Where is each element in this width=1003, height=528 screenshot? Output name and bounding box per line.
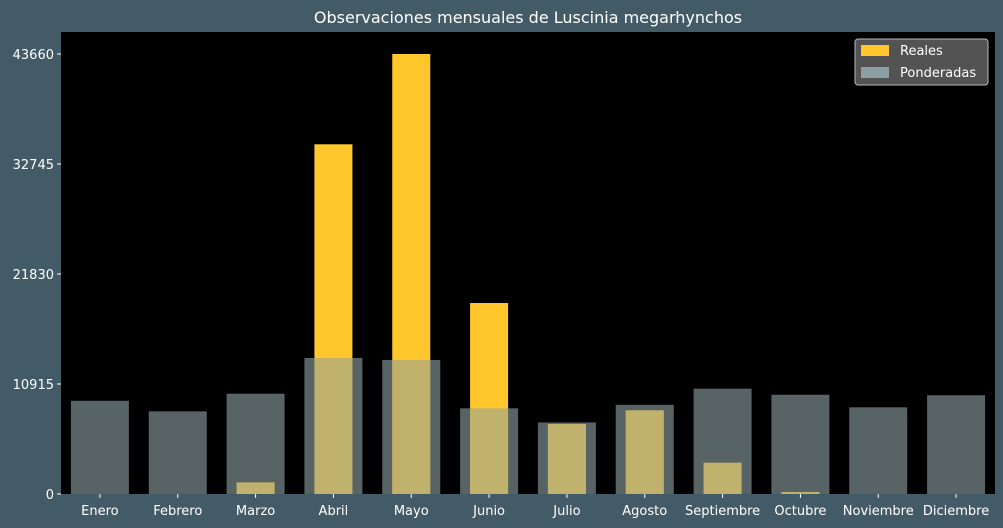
bar-overlap (236, 482, 275, 494)
bar-ponderadas (148, 411, 207, 494)
bar-ponderadas (226, 393, 285, 494)
bar-overlap (781, 491, 820, 494)
x-tick-label: Junio (472, 504, 505, 519)
y-tick-label: 0 (46, 488, 54, 503)
x-tick-label: Febrero (153, 504, 202, 519)
bar-overlap (703, 462, 742, 494)
bar-ponderadas (849, 407, 908, 494)
legend-swatch-reales (861, 45, 889, 56)
x-axis: Enero Febrero Marzo Abril Mayo Junio Julio Agos… (81, 494, 989, 519)
bar-ponderadas (70, 400, 129, 494)
x-tick-label: Octubre (774, 504, 826, 519)
x-tick-label: Noviembre (843, 504, 914, 519)
bar-overlap (314, 357, 353, 494)
x-tick-label: Julio (552, 504, 580, 519)
y-tick-label: 10915 (13, 378, 54, 393)
x-tick-label: Diciembre (923, 504, 989, 519)
legend-label-reales: Reales (900, 44, 943, 59)
bar-overlap (392, 359, 431, 494)
y-tick-label: 21830 (13, 268, 54, 283)
y-axis: 0 10915 21830 32745 43660 (13, 48, 61, 503)
x-tick-label: Septiembre (685, 504, 760, 519)
x-tick-label: Abril (319, 504, 349, 519)
bar-overlap (625, 410, 664, 494)
x-tick-label: Mayo (394, 504, 429, 519)
x-tick-label: Marzo (236, 504, 275, 519)
bar-overlap (470, 408, 509, 494)
legend: Reales Ponderadas (854, 38, 989, 86)
legend-swatch-ponderadas (861, 67, 889, 78)
bar-ponderadas (927, 395, 986, 494)
bar-overlap (547, 423, 586, 494)
bar-ponderadas (771, 394, 830, 494)
x-tick-label: Agosto (622, 504, 667, 519)
legend-label-ponderadas: Ponderadas (900, 66, 976, 81)
series-reales-bars (236, 54, 820, 494)
y-tick-label: 32745 (13, 158, 54, 173)
y-tick-label: 43660 (13, 48, 54, 63)
x-tick-label: Enero (81, 504, 119, 519)
chart-title: Observaciones mensuales de Luscinia mega… (314, 8, 742, 27)
plot-area (61, 32, 995, 494)
